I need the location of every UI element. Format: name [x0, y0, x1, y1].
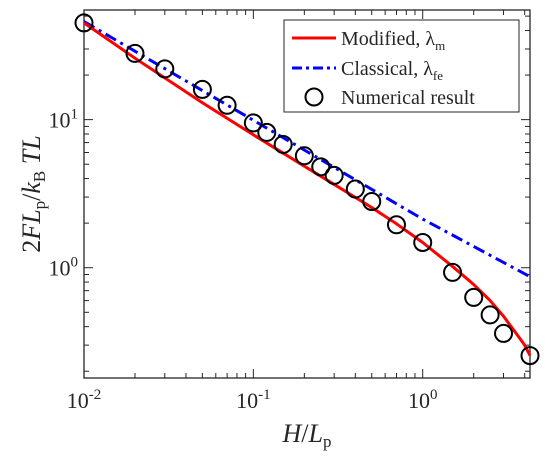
- x-tick-label: 100: [408, 387, 438, 413]
- numerical-result-marker: [125, 43, 145, 63]
- x-tick-label: 10-1: [236, 387, 271, 413]
- series-layer: [74, 13, 540, 366]
- x-axis-label: H/Lp: [282, 419, 332, 451]
- numerical-result-marker: [257, 122, 277, 142]
- numerical-result-marker: [345, 179, 365, 199]
- numerical-result-marker: [311, 157, 331, 177]
- axis-ticks: [83, 10, 530, 378]
- legend-marker-numerical: [304, 87, 324, 107]
- legend-label-classical: Classical, λfe: [341, 58, 443, 83]
- numerical-result-marker: [494, 323, 514, 343]
- legend-label-modified: Modified, λm: [341, 28, 445, 53]
- numerical-result-marker: [192, 79, 212, 99]
- numerical-result-marker: [413, 233, 433, 253]
- y-tick-label: 100: [49, 255, 79, 281]
- modified-series-line: [83, 21, 532, 357]
- tick-labels: 10-2 10-1 100 100 101: [49, 107, 438, 413]
- numerical-result-marker: [520, 346, 540, 366]
- numerical-result-marker: [74, 13, 94, 33]
- legend: Modified, λm Classical, λfe Numerical re…: [283, 19, 520, 113]
- numerical-result-marker: [273, 134, 293, 154]
- numerical-result-marker: [217, 95, 237, 115]
- y-axis-label: 2FLp/kB TL: [17, 135, 49, 252]
- y-tick-label: 101: [49, 107, 79, 133]
- numerical-result-marker: [362, 192, 382, 212]
- numerical-result-marker: [386, 215, 406, 235]
- numerical-result-marker: [155, 59, 175, 79]
- numerical-result-marker: [443, 262, 463, 282]
- classical-series-line: [83, 20, 531, 278]
- numerical-result-marker: [464, 287, 484, 307]
- numerical-result-marker: [324, 165, 344, 185]
- numerical-result-marker: [480, 305, 500, 325]
- numerical-result-marker: [294, 146, 314, 166]
- legend-label-numerical: Numerical result: [341, 87, 475, 109]
- x-tick-label: 10-2: [67, 387, 102, 413]
- numerical-result-marker: [243, 113, 263, 133]
